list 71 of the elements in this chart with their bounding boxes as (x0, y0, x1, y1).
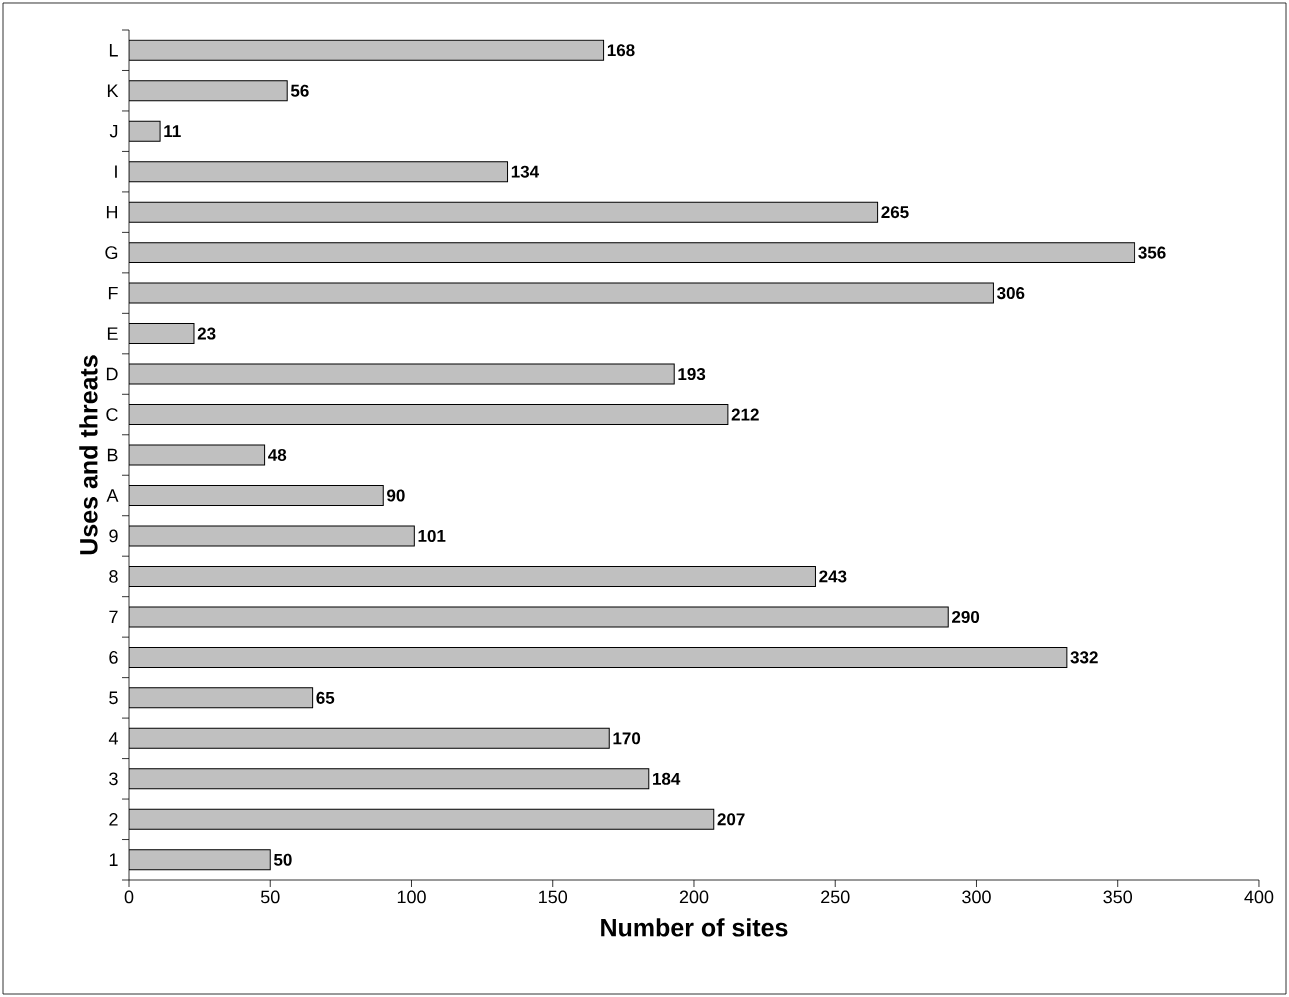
bar (129, 323, 195, 345)
y-tick-label: D (106, 367, 118, 381)
y-tick-label: A (106, 489, 119, 502)
data-label: 356 (1138, 246, 1166, 259)
bar (129, 39, 605, 61)
data-label: 90 (387, 489, 405, 502)
data-label: 134 (511, 165, 540, 178)
x-tick-label: 100 (397, 890, 426, 904)
data-label: 207 (717, 813, 745, 826)
data-label: 11 (164, 125, 181, 138)
data-label: 168 (607, 44, 635, 57)
y-tick-label: K (107, 84, 119, 97)
bar (129, 606, 949, 628)
y-axis-title: Uses and threats (79, 355, 98, 555)
bar (129, 282, 994, 304)
x-axis-title: Number of sites (601, 918, 788, 937)
y-tick-label: 8 (109, 570, 118, 583)
y-tick-label: G (105, 246, 118, 259)
bar (129, 768, 650, 790)
data-label: 184 (653, 772, 681, 785)
data-label: 243 (819, 570, 847, 583)
bar (129, 525, 415, 547)
x-tick-label: 200 (679, 890, 709, 904)
y-tick-label: F (108, 286, 118, 300)
data-label: 23 (197, 327, 216, 340)
y-tick-label: 4 (108, 732, 118, 745)
data-label: 170 (613, 732, 641, 745)
bar (129, 242, 1136, 264)
x-tick-label: 350 (1103, 890, 1133, 904)
data-label: 48 (268, 448, 287, 462)
data-label: 193 (678, 368, 706, 381)
y-tick-label: 1 (109, 853, 118, 866)
y-tick-label: 3 (109, 772, 118, 786)
bar (129, 404, 729, 426)
data-label: 50 (273, 853, 292, 866)
bar (129, 849, 271, 871)
y-tick-label: 6 (109, 651, 118, 664)
y-tick-label: 9 (109, 529, 118, 543)
data-label: 290 (952, 610, 980, 623)
data-label: 56 (290, 84, 309, 97)
x-tick-label: 0 (124, 890, 134, 904)
data-label: 65 (316, 691, 335, 704)
y-tick-label: J (109, 124, 118, 138)
x-tick-label: 300 (962, 890, 991, 904)
x-tick-label: 50 (260, 890, 280, 904)
y-tick-label: B (107, 448, 118, 462)
bar (129, 727, 610, 749)
bar (129, 161, 509, 183)
y-tick-label: H (106, 205, 117, 219)
bar (129, 808, 715, 830)
y-tick-label: L (109, 44, 118, 57)
y-tick-label: 2 (109, 813, 118, 826)
x-tick-label: 250 (821, 890, 850, 904)
bar (129, 484, 384, 506)
data-label: 306 (997, 287, 1025, 300)
y-tick-label: 5 (109, 691, 118, 705)
bar (129, 201, 879, 223)
y-tick-label: E (107, 327, 118, 340)
data-label: 212 (731, 408, 759, 421)
data-label: 265 (881, 206, 909, 219)
data-label: 332 (1070, 651, 1098, 664)
y-tick-label: 7 (109, 610, 118, 624)
x-tick-label: 150 (539, 890, 568, 904)
bar (129, 80, 288, 102)
data-label: 101 (418, 529, 446, 542)
x-tick-label: 400 (1244, 890, 1274, 904)
bar (129, 646, 1068, 668)
y-tick-label: I (115, 165, 117, 178)
bar (129, 363, 675, 385)
y-tick-label: C (106, 408, 118, 421)
bar (129, 565, 816, 587)
